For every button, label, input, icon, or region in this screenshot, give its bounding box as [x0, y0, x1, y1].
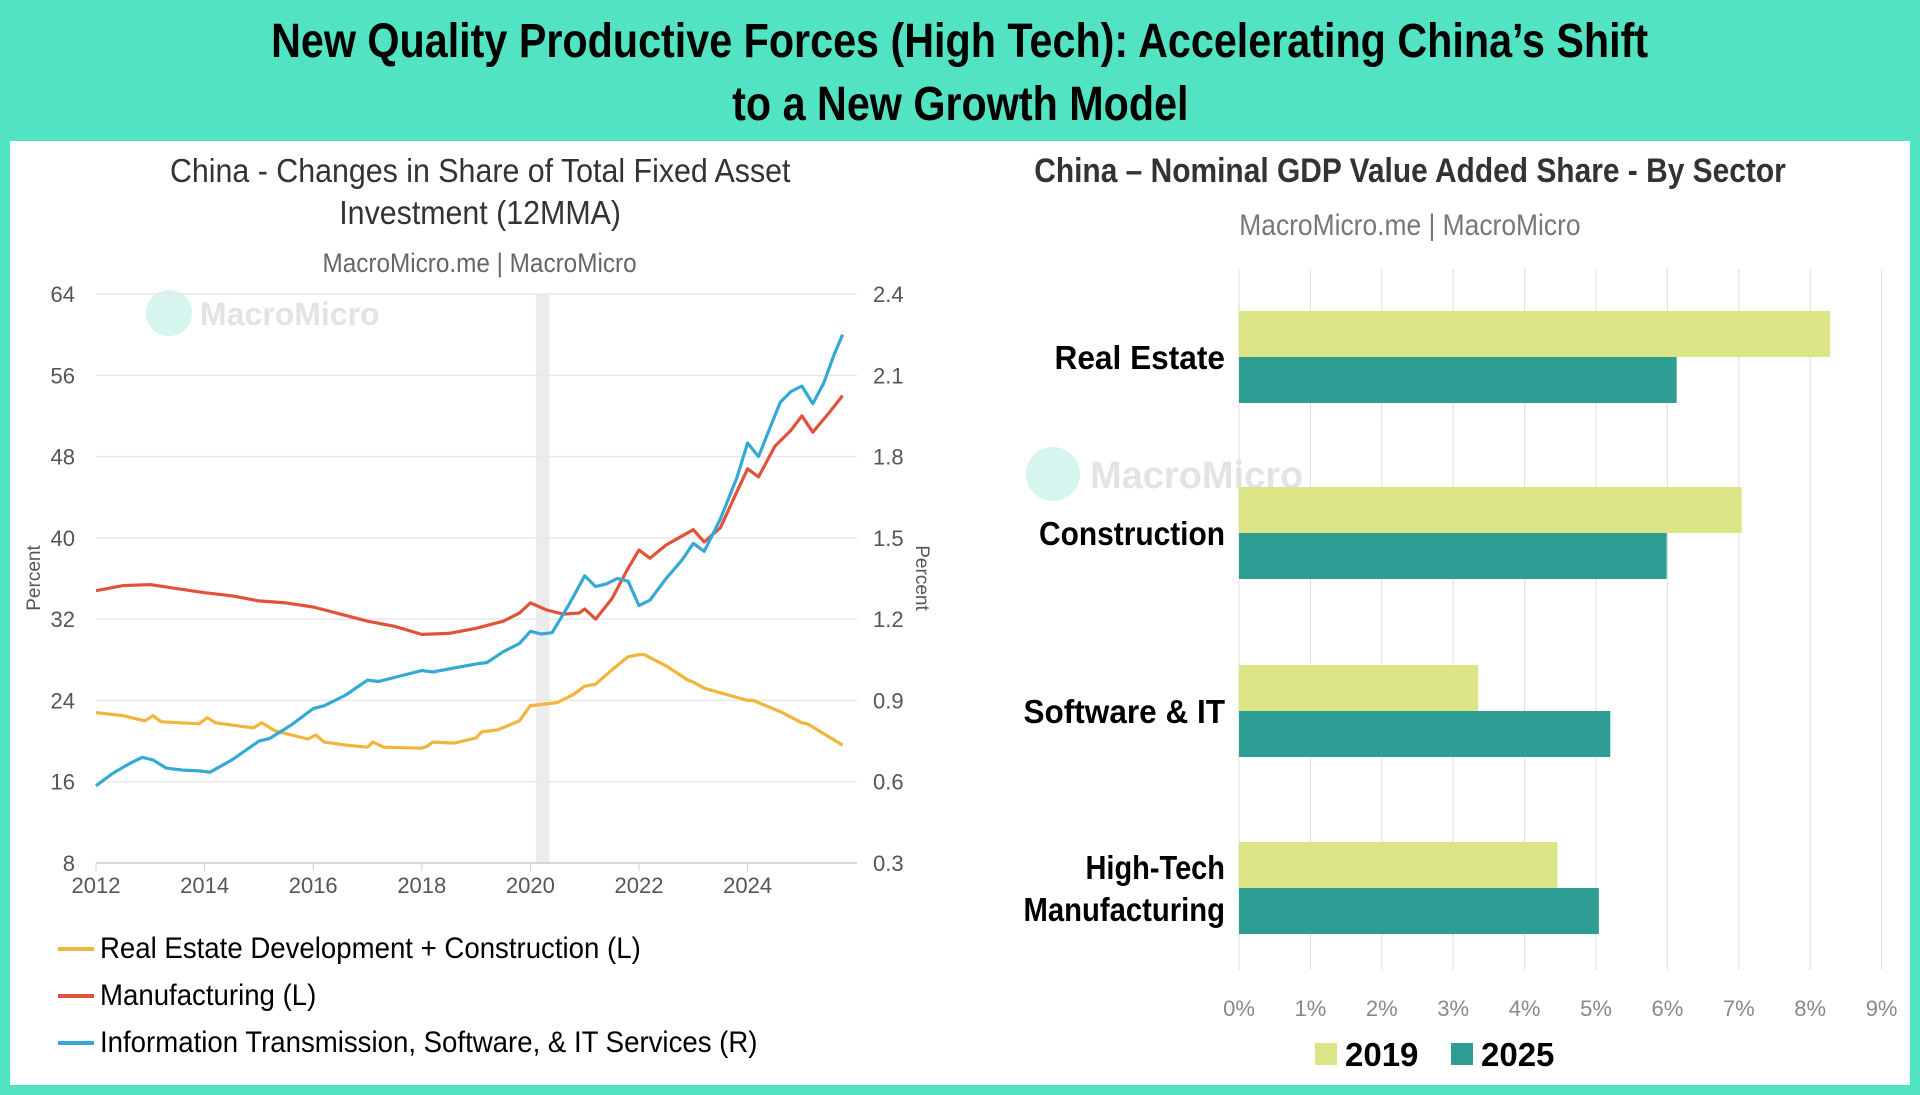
y-tick-right: 1.2: [873, 607, 904, 632]
x-tick: 2022: [615, 873, 664, 898]
category-label: Manufacturing: [1024, 891, 1226, 928]
legend-label: Manufacturing (L): [100, 979, 317, 1012]
y-axis-label-right: Percent: [911, 545, 932, 611]
legend-swatch: [58, 994, 94, 998]
shaded-period: [535, 294, 550, 863]
y-tick-left: 40: [51, 526, 75, 551]
title-text: New Quality Productive Forces (High Tech…: [271, 15, 1649, 68]
y-tick-left: 64: [51, 282, 75, 307]
category-label: Software & IT: [1024, 693, 1226, 730]
y-tick-left: 24: [51, 688, 75, 713]
y-tick-right: 0.9: [873, 688, 904, 713]
line-chart: MacroMicro 64 2.4 56 2.1 48 1.8 40 1.5 32 1.2 24 0.9…: [24, 282, 932, 898]
y-tick-right: 2.1: [873, 363, 904, 388]
bar-software-it-2025: [1239, 711, 1611, 757]
y-tick-right: 2.4: [873, 282, 904, 307]
legend-swatch: [58, 1041, 94, 1045]
page-title-line-2: to a New Growth Model: [0, 77, 1920, 132]
y-tick-right: 1.5: [873, 526, 904, 551]
legend-label: 2019: [1345, 1036, 1418, 1073]
x-tick: 2020: [506, 873, 555, 898]
line-chart-title-line-2: Investment (12MMA): [339, 194, 621, 231]
category-label: Real Estate: [1055, 339, 1226, 376]
x-tick: 2014: [180, 873, 229, 898]
legend-item-manufacturing: Manufacturing (L): [58, 979, 335, 1013]
x-tick: 2016: [289, 873, 338, 898]
bar-real-estate-2025: [1239, 357, 1677, 403]
watermark: MacroMicro: [1026, 447, 1303, 501]
page-title-line-1: New Quality Productive Forces (High Tech…: [0, 14, 1920, 69]
series-line-it-services: [95, 333, 845, 788]
legend-label: 2025: [1481, 1036, 1554, 1073]
x-tick: 7%: [1723, 996, 1755, 1021]
legend-swatch-2019: [1315, 1043, 1337, 1065]
bar-real-estate-2019: [1239, 311, 1831, 357]
bar-construction-2025: [1239, 533, 1667, 579]
watermark-text: MacroMicro: [200, 296, 380, 332]
y-tick-left: 32: [51, 607, 75, 632]
x-tick: 6%: [1652, 996, 1684, 1021]
x-tick: 2012: [72, 873, 121, 898]
y-tick-left: 8: [63, 851, 75, 876]
title-text: to a New Growth Model: [731, 78, 1189, 131]
x-tick: 2018: [397, 873, 446, 898]
header: New Quality Productive Forces (High Tech…: [0, 0, 1920, 141]
x-tick: 8%: [1794, 996, 1826, 1021]
subtitle-text: MacroMicro.me | MacroMicro: [1239, 209, 1581, 242]
y-tick-left: 16: [51, 770, 75, 795]
line-chart-title: China - Changes in Share of Total Fixed …: [60, 152, 900, 232]
x-tick: 2024: [723, 873, 772, 898]
x-tick: 9%: [1866, 996, 1898, 1021]
y-tick-right: 0.6: [873, 770, 904, 795]
watermark-logo-icon: [1026, 447, 1080, 501]
y-tick-left: 56: [51, 363, 75, 388]
legend-swatch: [58, 947, 94, 951]
legend-item-it-services: Information Transmission, Software, & IT…: [58, 1026, 815, 1060]
x-tick: 0%: [1223, 996, 1255, 1021]
legend-label: Real Estate Development + Construction (…: [100, 932, 641, 965]
x-tick: 1%: [1295, 996, 1327, 1021]
bar-chart: MacroMicro 0% 1% 2% 3% 4% 5% 6% 7% 8% 9% Real Estat…: [1024, 269, 1898, 1073]
line-chart-title-line-1: China - Changes in Share of Total Fixed …: [169, 152, 791, 189]
legend-swatch-2025: [1451, 1043, 1473, 1065]
category-label: High-Tech: [1086, 849, 1226, 886]
x-tick: 3%: [1437, 996, 1469, 1021]
y-tick-right: 0.3: [873, 851, 904, 876]
legend-label: Information Transmission, Software, & IT…: [100, 1026, 758, 1059]
y-tick-left: 48: [51, 445, 75, 470]
bar-construction-2019: [1239, 487, 1742, 533]
y-axis-label-left: Percent: [24, 545, 45, 611]
x-tick: 5%: [1580, 996, 1612, 1021]
bar-high-tech-manufacturing-2025: [1239, 888, 1599, 934]
bar-chart-title-text: China – Nominal GDP Value Added Share - …: [1034, 152, 1786, 190]
series-line-manufacturing: [95, 394, 844, 637]
category-label: Construction: [1039, 515, 1225, 552]
watermark-logo-icon: [146, 290, 192, 336]
bar-high-tech-manufacturing-2019: [1239, 842, 1558, 888]
series-line-real-estate: [95, 653, 844, 750]
bar-software-it-2019: [1239, 665, 1479, 711]
legend-item-real-estate: Real Estate Development + Construction (…: [58, 932, 688, 966]
bar-chart-subtitle: MacroMicro.me | MacroMicro: [960, 209, 1860, 243]
watermark: MacroMicro: [146, 290, 380, 336]
subtitle-text: MacroMicro.me | MacroMicro: [322, 248, 638, 278]
y-tick-right: 1.8: [873, 445, 904, 470]
bar-chart-title: China – Nominal GDP Value Added Share - …: [960, 152, 1860, 191]
x-tick: 4%: [1509, 996, 1541, 1021]
line-chart-subtitle: MacroMicro.me | MacroMicro: [60, 248, 900, 279]
x-tick: 2%: [1366, 996, 1398, 1021]
